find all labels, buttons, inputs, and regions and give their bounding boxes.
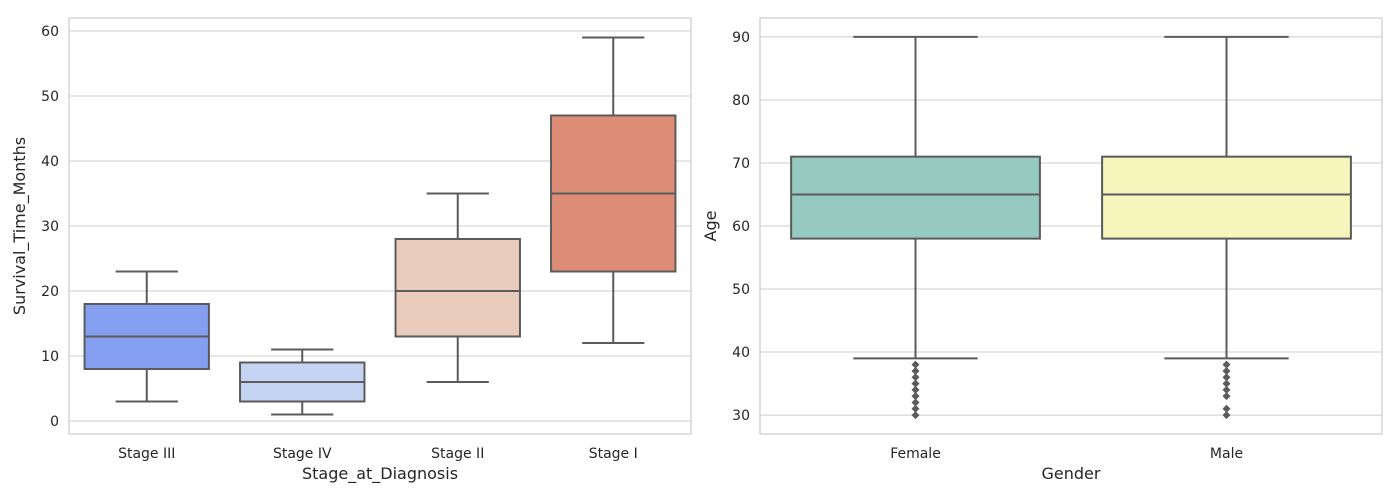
x-axis-label: Stage_at_Diagnosis <box>302 464 458 484</box>
outlier-point <box>911 392 920 401</box>
iqr-box <box>790 155 1041 240</box>
iqr-box <box>394 238 521 338</box>
outlier-point <box>1222 360 1231 369</box>
box-female <box>790 35 1041 420</box>
x-tick-label: Stage II <box>431 446 484 462</box>
outlier-point <box>1222 366 1231 375</box>
survival-by-stage-chart: 0 10 20 30 40 50 60 Stage III Stage IV Stage II St… <box>10 17 692 484</box>
outlier-point <box>911 366 920 375</box>
y-tick-label: 60 <box>732 219 750 235</box>
y-tick-label: 30 <box>732 408 750 424</box>
x-tick-label: Stage I <box>589 446 638 462</box>
box-stage-iv <box>239 348 366 416</box>
outlier-point <box>1222 373 1231 382</box>
y-tick-label: 80 <box>732 93 750 109</box>
y-axis-label: Survival_Time_Months <box>10 137 30 315</box>
y-tick-label: 0 <box>50 414 59 430</box>
y-tick-label: 10 <box>41 349 59 365</box>
x-tick-label: Stage IV <box>273 446 332 462</box>
x-tick-label: Male <box>1210 446 1243 462</box>
box-male <box>1101 35 1352 420</box>
y-tick-label: 70 <box>732 156 750 172</box>
outlier-point <box>911 360 920 369</box>
box-stage-iii <box>83 270 210 403</box>
y-axis-label: Age <box>701 211 720 242</box>
y-tick-label: 50 <box>41 89 59 105</box>
outlier-point <box>911 398 920 407</box>
y-tick-label: 90 <box>732 30 750 46</box>
outlier-point <box>1222 392 1231 401</box>
y-tick-label: 30 <box>41 219 59 235</box>
x-axis-label: Gender <box>1042 464 1101 483</box>
y-tick-label: 40 <box>732 345 750 361</box>
outlier-point <box>911 385 920 394</box>
outlier-point <box>911 411 920 420</box>
box-stage-i <box>550 36 677 344</box>
outlier-point <box>911 404 920 413</box>
outlier-point <box>1222 404 1231 413</box>
iqr-box <box>1101 155 1352 240</box>
y-tick-label: 20 <box>41 284 59 300</box>
outlier-point <box>1222 379 1231 388</box>
plot-frame <box>759 17 1383 435</box>
y-tick-label: 50 <box>732 282 750 298</box>
outlier-point <box>911 379 920 388</box>
outlier-point <box>1222 411 1231 420</box>
plot-frame <box>68 17 692 435</box>
x-tick-label: Stage III <box>118 446 175 462</box>
x-tick-label: Female <box>890 446 941 462</box>
age-by-gender-chart: 30 40 50 60 70 80 90 Female Male Gender Age <box>701 17 1383 483</box>
y-tick-label: 60 <box>41 24 59 40</box>
outlier-point <box>911 373 920 382</box>
box-stage-ii <box>394 192 521 383</box>
y-tick-label: 40 <box>41 154 59 170</box>
outlier-point <box>1222 385 1231 394</box>
